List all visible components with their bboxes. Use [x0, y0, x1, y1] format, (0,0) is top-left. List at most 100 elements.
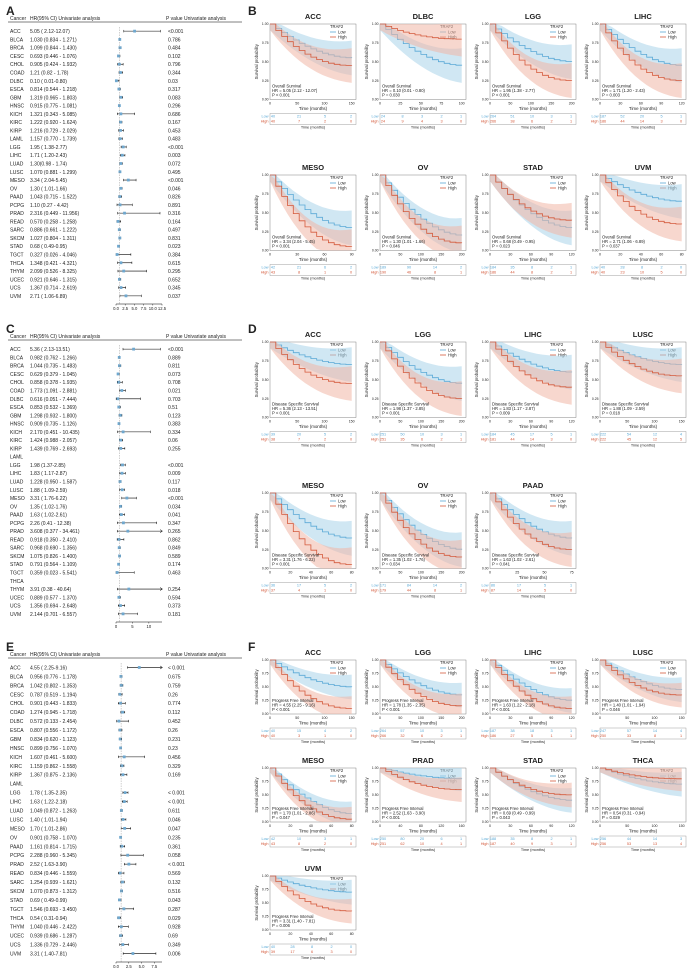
hr-point [121, 145, 125, 149]
risk-count-low: 2 [460, 584, 462, 588]
forest-row: KIRP 1.439 (0.769 - 2.693) 0.255 [10, 446, 181, 452]
y-tick-label: 1.00 [262, 491, 269, 495]
risk-x-label: Time (months) [521, 848, 546, 852]
y-axis-label: Survival probability [364, 777, 369, 813]
x-axis-label: Time (months) [409, 721, 438, 726]
plot-title: MESO [302, 481, 324, 490]
risk-x-label: Time (months) [301, 444, 326, 448]
hr-point [119, 186, 123, 190]
risk-count-low: 2 [350, 115, 352, 119]
risk-row-high: High [371, 734, 379, 738]
survival-curve-low [380, 659, 463, 696]
y-tick-label: 0.50 [262, 685, 269, 689]
y-tick-label: 0.00 [262, 249, 269, 253]
y-tick-label: 1.00 [262, 22, 269, 26]
survival-curve-high [600, 174, 683, 225]
ci-band-high [490, 493, 572, 567]
forest-row: PRAD 2.52 ( 1.63-3.90) < 0.001 [10, 862, 185, 868]
hr-point [117, 562, 120, 566]
risk-count-high: 2 [324, 120, 326, 124]
x-tick-label: 0 [269, 102, 271, 106]
risk-x-label: Time (months) [521, 595, 546, 599]
y-tick-label: 0.25 [592, 230, 599, 234]
y-tick-label: 0.50 [262, 60, 269, 64]
risk-count-high: 186 [490, 271, 496, 275]
hr-value: 1.274 (0.945 - 1.718) [30, 710, 77, 716]
x-tick-label: 7.5 [141, 306, 147, 311]
legend-title: TRAF2 [550, 342, 564, 347]
risk-table [489, 727, 577, 740]
risk-count-high: 0 [570, 438, 572, 442]
x-axis-label: Time (months) [409, 257, 438, 262]
p-value: 0.759 [168, 683, 181, 689]
x-tick-label: 100 [418, 253, 424, 257]
forest-row: ESCA 0.807 (0.556 - 1.172) 0.26 [10, 728, 178, 734]
risk-table [379, 727, 467, 740]
hr-point [117, 244, 120, 248]
risk-count-high: 0 [680, 271, 682, 275]
y-tick-label: 0.75 [262, 780, 269, 784]
x-tick-label: 80 [350, 571, 354, 575]
x-tick-label: 150 [679, 420, 685, 424]
risk-count-low: 3 [421, 115, 423, 119]
risk-count-low: 21 [297, 115, 301, 119]
forest-row: BRCA 1.044 (0.735 - 1.483) 0.811 [10, 364, 180, 370]
p-value: 0.132 [168, 880, 181, 886]
risk-count-low: 14 [433, 584, 437, 588]
risk-row-high: High [481, 271, 489, 275]
risk-count-low: 2 [350, 266, 352, 270]
risk-row-low: Low [262, 433, 269, 437]
plot-title: LUSC [633, 648, 654, 657]
risk-row-high: High [371, 438, 379, 442]
ci-band-high [270, 342, 352, 401]
risk-count-low: 2 [350, 584, 352, 588]
y-tick-label: 0.50 [372, 211, 379, 215]
panel-label: D [248, 322, 257, 336]
risk-count-low: 6 [324, 266, 326, 270]
forest-row: STAD 0.69 ( 0.49-0.99) 0.043 [10, 898, 181, 904]
risk-table [489, 431, 577, 443]
y-axis-label: Survival probability [474, 669, 479, 705]
x-tick-label: 0 [269, 420, 271, 424]
forest-row: READ 0.834 (0.446 - 1.559) 0.569 [10, 871, 181, 877]
cancer-name: SKCM [10, 889, 24, 895]
hr-point [116, 397, 120, 401]
hr-annotation: HR = 3.31 (1.40 - 7.81) [272, 919, 316, 924]
p-annotation: P < 0.001 [272, 707, 291, 712]
y-tick-label: 0.25 [262, 397, 269, 401]
hr-value: 1.30(0.98 - 1.74) [30, 162, 67, 168]
hr-point [122, 269, 126, 273]
plot-area [379, 341, 467, 418]
plot-title: LIHC [524, 648, 542, 657]
col-header-hr: HR(95% CI) Univariate analysis [30, 334, 101, 340]
hr-point [120, 488, 124, 492]
y-axis-label: Survival probability [254, 512, 259, 548]
x-tick-label: 100 [418, 716, 424, 720]
x-tick-label: 150 [438, 571, 444, 575]
x-tick-label: 0 [269, 824, 271, 828]
hr-value: 0.791 (0.564 - 1.109) [30, 562, 77, 568]
risk-count-high: 0 [350, 734, 352, 738]
risk-row-low: Low [372, 584, 379, 588]
hr-value: 0.570 (0.258 - 1.258) [30, 219, 77, 225]
x-tick-label: 0 [489, 824, 491, 828]
x-axis-label: Time (months) [299, 721, 328, 726]
hr-value: 0.921 (0.646 - 1.315) [30, 277, 77, 283]
x-tick-label: 0 [599, 716, 601, 720]
risk-table [599, 727, 687, 740]
risk-x-label: Time (months) [631, 444, 656, 448]
risk-count-high: 256 [600, 842, 606, 846]
risk-count-high: 266 [380, 734, 386, 738]
p-value: < 0.001 [168, 862, 185, 868]
x-tick-label: 60 [529, 253, 533, 257]
y-tick-label: 0.75 [262, 510, 269, 514]
y-tick-label: 1.00 [372, 658, 379, 662]
forest-row: PRAD 3.608 (0.377 - 34.461) 0.265 [10, 529, 181, 535]
plot-title: OV [418, 163, 429, 172]
p-annotation: P < 0.001 [272, 244, 291, 249]
forest-row: OV 1.30 ( 1.01-1.66) 0.046 [10, 186, 181, 192]
x-tick-label: 100 [321, 102, 327, 106]
forest-row: HNSC 0.909 (0.735 - 1.126) 0.383 [10, 422, 181, 428]
y-tick-label: 0.75 [482, 41, 489, 45]
